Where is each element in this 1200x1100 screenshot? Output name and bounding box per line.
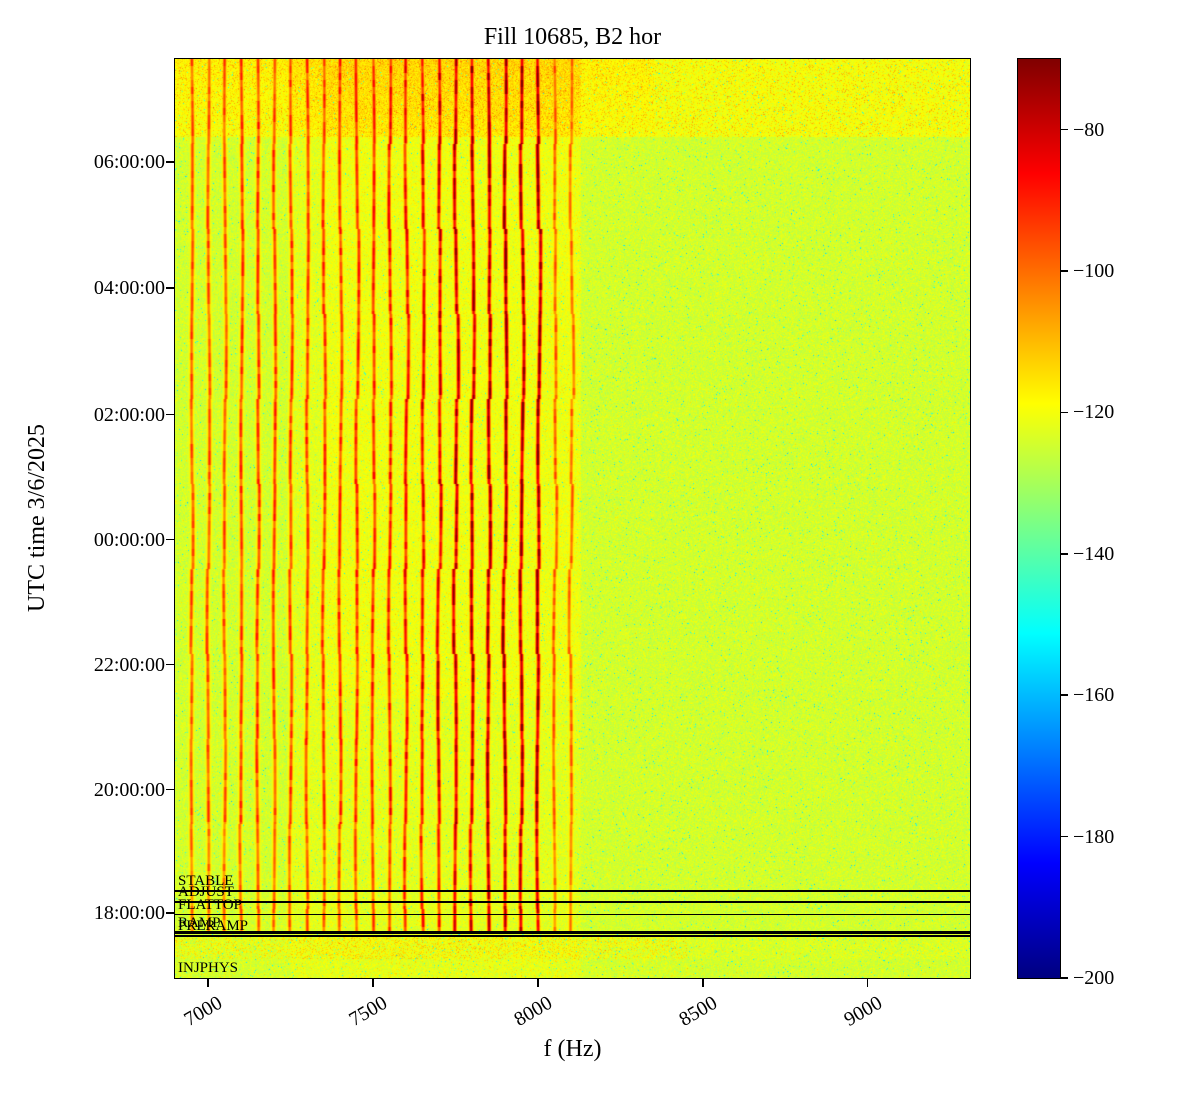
colorbar-tick-label: −200 bbox=[1073, 967, 1115, 989]
chart-title: Fill 10685, B2 hor bbox=[483, 24, 662, 50]
y-tick-label: 18:00:00 bbox=[93, 901, 165, 924]
x-tick-mark bbox=[702, 979, 704, 987]
spectrogram-heatmap bbox=[175, 59, 970, 978]
colorbar-tick-label: −120 bbox=[1073, 401, 1115, 424]
y-tick-label: 04:00:00 bbox=[93, 276, 165, 299]
beam-mode-label-injphys: INJPHYS bbox=[178, 959, 239, 976]
beam-mode-line-stable bbox=[175, 889, 970, 892]
beam-mode-line-adjust bbox=[175, 900, 970, 903]
colorbar-tick-mark bbox=[1061, 835, 1068, 838]
beam-mode-label-ramp: RAMP bbox=[178, 914, 221, 931]
y-tick-mark bbox=[166, 287, 174, 289]
y-tick-mark bbox=[166, 912, 174, 914]
colorbar-tick-label: −100 bbox=[1073, 260, 1115, 283]
beam-mode-line-ramp bbox=[175, 931, 970, 935]
colorbar-tick-mark bbox=[1061, 553, 1068, 555]
colorbar-tick-mark bbox=[1061, 270, 1068, 272]
colorbar-tick-label: −80 bbox=[1073, 118, 1105, 141]
y-tick-label: 22:00:00 bbox=[93, 653, 165, 676]
y-tick-mark bbox=[166, 788, 174, 791]
beam-mode-label-adjust: ADJUST bbox=[178, 883, 234, 900]
y-tick-label: 02:00:00 bbox=[93, 403, 165, 426]
beam-mode-label-stable: STABLE bbox=[178, 872, 234, 889]
x-tick-mark bbox=[537, 979, 539, 987]
colorbar-tick-mark bbox=[1061, 128, 1068, 131]
y-tick-mark bbox=[166, 663, 174, 666]
x-axis-label: f (Hz) bbox=[543, 1036, 602, 1062]
colorbar-tick-label: −180 bbox=[1073, 825, 1115, 848]
x-tick-mark bbox=[866, 979, 869, 987]
colorbar-gradient bbox=[1017, 58, 1061, 979]
y-tick-label: 00:00:00 bbox=[93, 528, 165, 551]
x-tick-mark bbox=[372, 979, 374, 987]
colorbar-tick-label: −140 bbox=[1073, 542, 1115, 565]
x-tick-mark bbox=[207, 979, 209, 987]
beam-mode-line-preramp bbox=[175, 935, 970, 938]
beam-mode-label-preramp: PRERAMP bbox=[178, 918, 249, 935]
colorbar-tick-mark bbox=[1061, 977, 1068, 979]
colorbar-tick-label: −160 bbox=[1073, 684, 1115, 707]
y-tick-mark bbox=[166, 413, 174, 416]
y-tick-label: 06:00:00 bbox=[93, 150, 165, 173]
colorbar-tick-mark bbox=[1061, 694, 1068, 696]
colorbar-tick-mark bbox=[1061, 411, 1068, 414]
beam-mode-line-flattop bbox=[175, 913, 970, 916]
y-tick-mark bbox=[166, 538, 174, 541]
plot-area: STABLE ADJUST FLATTOP RAMP PRERAMP INJPHYS bbox=[174, 58, 971, 979]
beam-mode-label-flattop: FLATTOP bbox=[178, 896, 242, 913]
y-tick-label: 20:00:00 bbox=[93, 778, 165, 801]
y-tick-mark bbox=[166, 161, 174, 163]
